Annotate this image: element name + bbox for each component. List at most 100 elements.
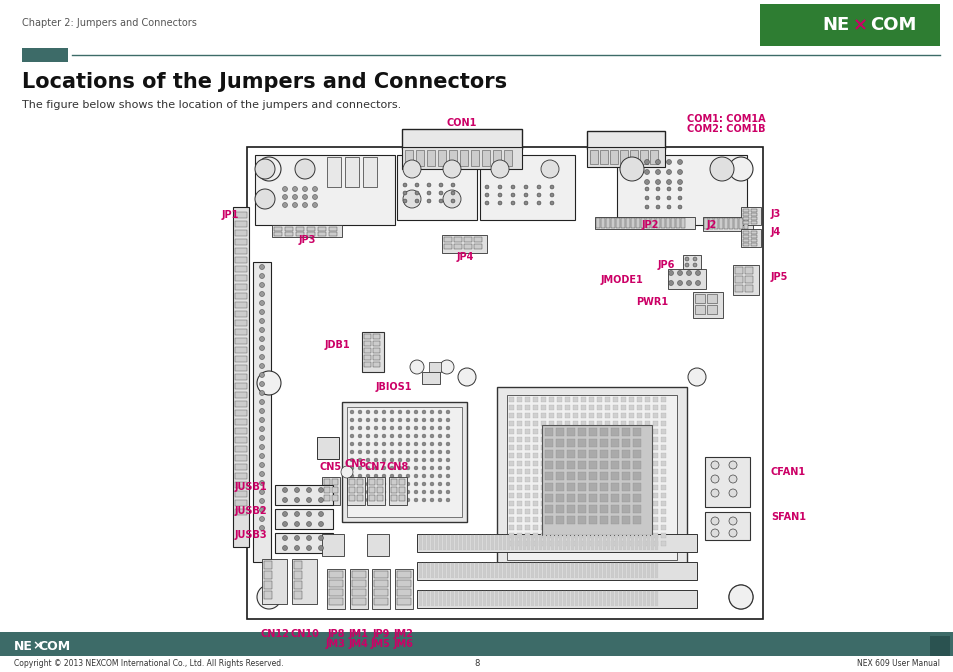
Bar: [680, 218, 684, 228]
Bar: [462, 563, 465, 578]
Bar: [329, 580, 343, 587]
Bar: [234, 221, 247, 227]
Bar: [575, 563, 578, 578]
Bar: [708, 218, 712, 229]
Circle shape: [397, 410, 401, 414]
Circle shape: [666, 205, 670, 209]
Circle shape: [414, 458, 417, 462]
Circle shape: [421, 442, 426, 446]
Circle shape: [366, 498, 370, 502]
Circle shape: [366, 474, 370, 478]
Bar: [531, 591, 534, 606]
Circle shape: [406, 474, 410, 478]
Text: JBIOS1: JBIOS1: [375, 382, 412, 392]
Bar: [22, 48, 68, 62]
Bar: [234, 284, 247, 290]
Bar: [597, 421, 601, 426]
Bar: [635, 591, 638, 606]
Circle shape: [451, 191, 455, 195]
Bar: [526, 535, 530, 550]
Bar: [509, 429, 514, 434]
Bar: [524, 501, 530, 506]
Bar: [540, 405, 545, 410]
Circle shape: [256, 371, 281, 395]
Bar: [655, 535, 658, 550]
Bar: [548, 445, 554, 450]
Circle shape: [668, 280, 673, 286]
Bar: [580, 421, 585, 426]
Bar: [703, 218, 707, 229]
Circle shape: [306, 536, 312, 540]
Circle shape: [421, 434, 426, 438]
Circle shape: [294, 536, 299, 540]
Text: JM3: JM3: [326, 639, 346, 649]
Text: JUSB1: JUSB1: [234, 482, 267, 492]
Bar: [652, 469, 658, 474]
Bar: [613, 429, 618, 434]
Bar: [599, 461, 607, 469]
Bar: [307, 232, 314, 236]
Bar: [509, 469, 514, 474]
Bar: [564, 469, 569, 474]
Bar: [620, 218, 624, 228]
Bar: [604, 421, 609, 426]
Circle shape: [374, 410, 377, 414]
Circle shape: [259, 409, 264, 413]
Bar: [548, 525, 554, 530]
Bar: [556, 439, 563, 447]
Bar: [234, 347, 247, 353]
Bar: [588, 483, 597, 491]
Bar: [580, 525, 585, 530]
Circle shape: [397, 450, 401, 454]
Text: J4: J4: [770, 227, 781, 237]
Bar: [644, 461, 649, 466]
Circle shape: [427, 199, 431, 203]
Bar: [332, 487, 337, 493]
Circle shape: [537, 201, 540, 205]
Bar: [628, 485, 634, 490]
Circle shape: [256, 157, 281, 181]
Circle shape: [728, 585, 752, 609]
Bar: [597, 405, 601, 410]
Bar: [533, 453, 537, 458]
Bar: [234, 428, 247, 434]
Circle shape: [684, 257, 688, 261]
Bar: [540, 445, 545, 450]
Bar: [376, 487, 382, 493]
Bar: [660, 461, 665, 466]
Bar: [573, 437, 578, 442]
Bar: [588, 501, 594, 506]
Bar: [619, 150, 627, 164]
Bar: [644, 413, 649, 418]
Bar: [524, 525, 530, 530]
Circle shape: [259, 517, 264, 521]
Bar: [618, 535, 621, 550]
Bar: [743, 218, 747, 229]
Bar: [294, 581, 302, 589]
Circle shape: [644, 187, 648, 191]
Bar: [580, 413, 585, 418]
Bar: [604, 517, 609, 522]
Bar: [459, 150, 468, 166]
Bar: [531, 535, 534, 550]
Bar: [557, 493, 561, 498]
Circle shape: [710, 489, 719, 497]
Circle shape: [511, 201, 515, 205]
Bar: [264, 561, 272, 569]
Circle shape: [294, 159, 314, 179]
Bar: [322, 477, 339, 505]
Circle shape: [366, 450, 370, 454]
Bar: [557, 453, 561, 458]
Bar: [531, 563, 534, 578]
Circle shape: [357, 434, 361, 438]
Circle shape: [540, 160, 558, 178]
Bar: [367, 534, 389, 556]
Bar: [564, 525, 569, 530]
Bar: [540, 493, 545, 498]
Circle shape: [414, 434, 417, 438]
Bar: [234, 455, 247, 461]
Bar: [652, 477, 658, 482]
Bar: [517, 469, 521, 474]
Circle shape: [318, 511, 323, 517]
Bar: [517, 517, 521, 522]
